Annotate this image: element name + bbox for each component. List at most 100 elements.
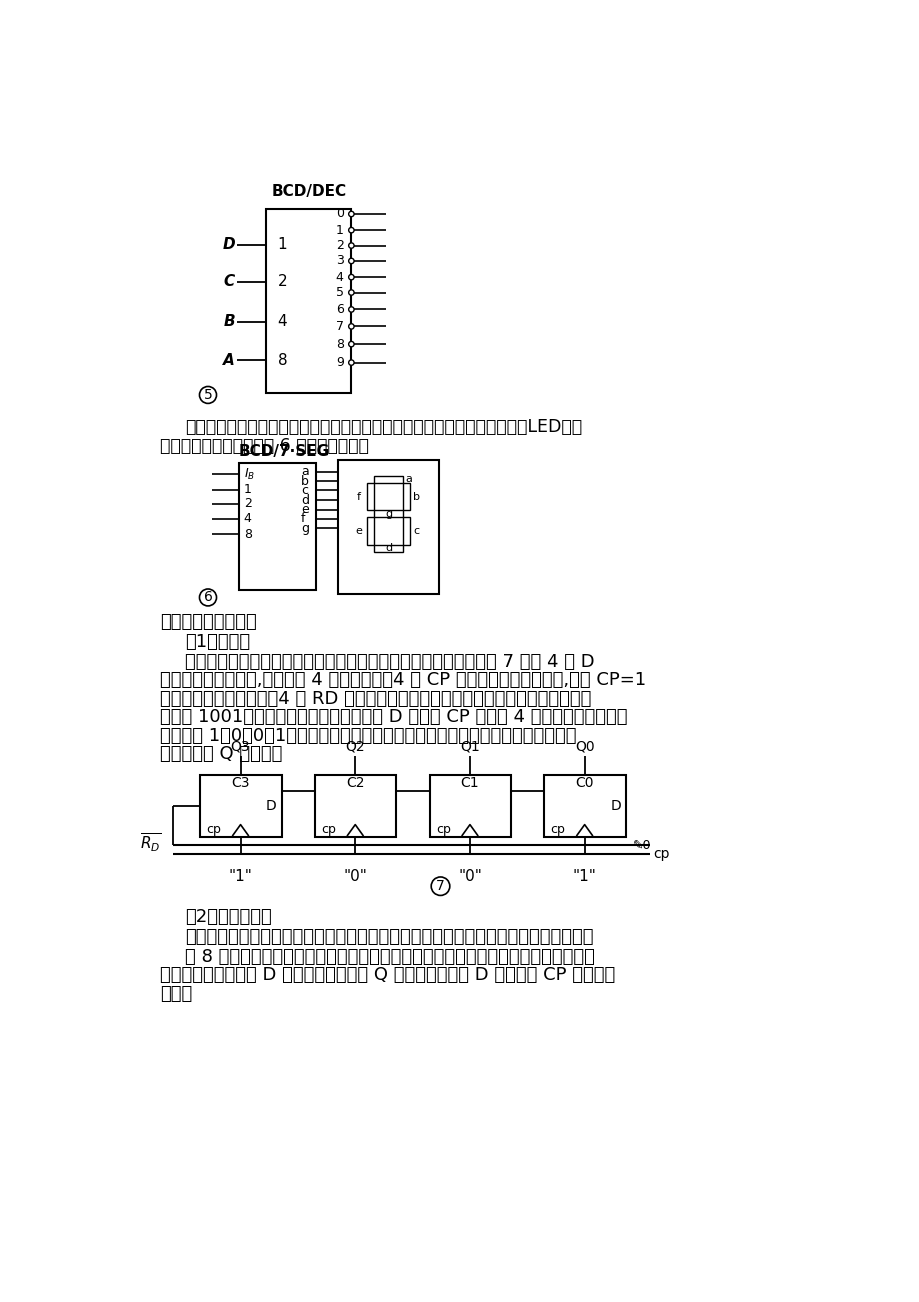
Text: 4: 4 [335, 271, 344, 284]
Text: cp: cp [652, 846, 669, 861]
Bar [403, 517, 410, 546]
Text: 段数码显示管为例，见图 6 。它有七段发光: 段数码显示管为例，见图 6 。它有七段发光 [160, 436, 369, 454]
Text: "1": "1" [228, 870, 252, 884]
Text: cp: cp [206, 823, 221, 836]
Text: 6: 6 [335, 303, 344, 316]
Text: a: a [405, 474, 412, 484]
Text: D: D [609, 799, 620, 814]
Text: A: A [223, 353, 235, 367]
Text: 5: 5 [335, 286, 344, 299]
Text: 8: 8 [278, 353, 287, 367]
Text: 4: 4 [278, 314, 287, 329]
Text: 7: 7 [436, 879, 445, 893]
Text: 触发器组成的寄存器,它能存贮 4 位二进制数。4 个 CP 端连在一起作为控制端,只有 CP=1: 触发器组成的寄存器,它能存贮 4 位二进制数。4 个 CP 端连在一起作为控制端… [160, 672, 645, 689]
Text: 2: 2 [244, 497, 251, 510]
Text: 别被置成 1、0、0、1，并一直保持到下一次输入数据之前。要想取出这串数码可以: 别被置成 1、0、0、1，并一直保持到下一次输入数据之前。要想取出这串数码可以 [160, 727, 576, 745]
Bar [373, 510, 403, 517]
Text: C2: C2 [346, 776, 364, 790]
Text: （1）寄存器: （1）寄存器 [185, 633, 250, 651]
Text: C1: C1 [460, 776, 479, 790]
Text: c: c [413, 526, 419, 536]
Text: 1: 1 [278, 237, 287, 253]
Text: 能够把二进制数码存贮起来的部件叫数码寄存器，简称寄存器。图 7 是用 4 个 D: 能够把二进制数码存贮起来的部件叫数码寄存器，简称寄存器。图 7 是用 4 个 D [185, 652, 594, 671]
Text: 8: 8 [335, 337, 344, 350]
Bar [239, 462, 316, 590]
Text: cp: cp [321, 823, 335, 836]
Text: D: D [266, 799, 277, 814]
Text: （2）移位寄存器: （2）移位寄存器 [185, 907, 271, 926]
Text: 脉冲。: 脉冲。 [160, 984, 192, 1003]
Text: Q3: Q3 [231, 740, 250, 754]
Circle shape [348, 290, 354, 296]
Text: D: D [222, 237, 235, 253]
Text: 从触发器的 Q 端取出。: 从触发器的 Q 端取出。 [160, 745, 282, 763]
Text: C: C [223, 275, 235, 289]
Text: Q2: Q2 [345, 740, 365, 754]
Text: 6: 6 [203, 590, 212, 604]
Text: 9: 9 [335, 357, 344, 368]
Text: 5: 5 [203, 388, 212, 402]
Text: d: d [384, 543, 391, 553]
Text: cp: cp [436, 823, 450, 836]
Bar [544, 775, 625, 837]
Text: cp: cp [550, 823, 565, 836]
Text: BCD/DEC: BCD/DEC [271, 184, 346, 199]
Text: 如果要想把十进制数显示出来，就要使用数码管。现以共阳极发光二极管（LED）七: 如果要想把十进制数显示出来，就要使用数码管。现以共阳极发光二极管（LED）七 [185, 418, 581, 436]
Text: $\overline{R_D}$: $\overline{R_D}$ [140, 832, 162, 854]
Text: a: a [301, 465, 309, 478]
Circle shape [348, 243, 354, 249]
Text: 图 8 是一个能把数码逐位左移的寄存器。它和一般寄存器不同的是：数码是逐位串行: 图 8 是一个能把数码逐位左移的寄存器。它和一般寄存器不同的是：数码是逐位串行 [185, 948, 594, 966]
Circle shape [348, 211, 354, 216]
Text: ✎0: ✎0 [632, 838, 651, 852]
Text: 时它才接收和存贮数码。4 个 RD 端连在一起成为整个寄存器的清零端。如果要存贮二: 时它才接收和存贮数码。4 个 RD 端连在一起成为整个寄存器的清零端。如果要存贮… [160, 690, 591, 708]
Bar [367, 517, 373, 546]
Circle shape [348, 359, 354, 366]
Text: 0: 0 [335, 207, 344, 220]
Circle shape [348, 307, 354, 312]
Circle shape [431, 878, 449, 896]
Text: 8: 8 [244, 527, 252, 540]
Text: Q0: Q0 [574, 740, 594, 754]
Text: Q1: Q1 [460, 740, 480, 754]
Text: 2: 2 [335, 240, 344, 253]
Text: 寄存器和移位寄存器: 寄存器和移位寄存器 [160, 613, 256, 631]
Bar [367, 483, 373, 510]
Bar [403, 483, 410, 510]
Bar [429, 775, 510, 837]
Text: e: e [356, 526, 362, 536]
Circle shape [348, 258, 354, 263]
Text: BCD/7·SEG: BCD/7·SEG [239, 444, 330, 458]
Text: "1": "1" [573, 870, 596, 884]
Bar [338, 461, 438, 594]
Text: b: b [301, 475, 309, 488]
Text: e: e [301, 503, 309, 516]
Text: f: f [357, 492, 361, 501]
Text: B: B [223, 314, 235, 329]
Text: 2: 2 [278, 275, 287, 289]
Circle shape [348, 228, 354, 233]
Bar [314, 775, 396, 837]
Circle shape [348, 324, 354, 329]
Text: C0: C0 [574, 776, 594, 790]
Text: 输入并加在最低位的 D 端，然后把低位的 Q 端连到高一位的 D 端。这时 CP 称为移位: 输入并加在最低位的 D 端，然后把低位的 Q 端连到高一位的 D 端。这时 CP… [160, 966, 615, 984]
Text: 7: 7 [335, 320, 344, 333]
Text: c: c [301, 484, 308, 497]
Text: 4: 4 [244, 513, 251, 526]
Circle shape [199, 589, 216, 605]
Text: 1: 1 [244, 483, 251, 496]
Text: g: g [384, 509, 391, 518]
Text: "0": "0" [343, 870, 367, 884]
Circle shape [199, 387, 216, 404]
Text: C3: C3 [231, 776, 250, 790]
Text: "0": "0" [458, 870, 482, 884]
Bar [373, 475, 403, 483]
Text: 1: 1 [335, 224, 344, 237]
Text: f: f [301, 513, 305, 526]
Text: g: g [301, 522, 309, 535]
Text: 3: 3 [335, 254, 344, 267]
Circle shape [348, 341, 354, 346]
Text: 进制码 1001，只要把它们分别加到触发器 D 端，当 CP 来到后 4 个触发器从高到低分: 进制码 1001，只要把它们分别加到触发器 D 端，当 CP 来到后 4 个触发… [160, 708, 627, 727]
Text: $I_B$: $I_B$ [244, 466, 255, 482]
Text: 有移位功能的寄存器叫移位寄存器，它可以是左移的、右移的，也可以是双向移位的。: 有移位功能的寄存器叫移位寄存器，它可以是左移的、右移的，也可以是双向移位的。 [185, 928, 593, 945]
Text: b: b [413, 492, 419, 501]
